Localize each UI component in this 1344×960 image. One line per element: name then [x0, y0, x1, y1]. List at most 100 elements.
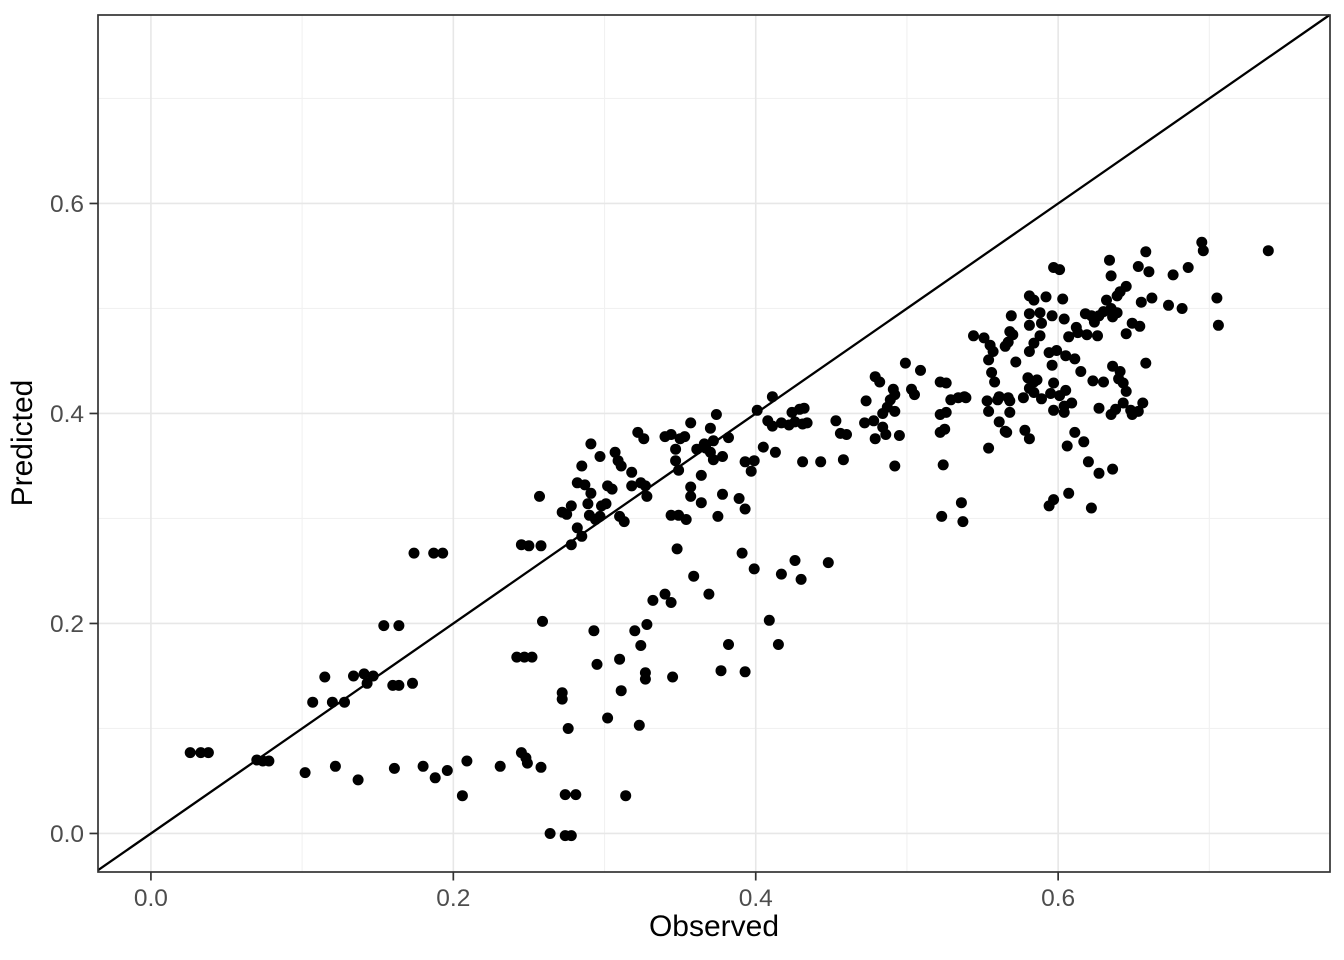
- data-point: [1114, 366, 1126, 377]
- data-point: [717, 488, 728, 500]
- data-point: [710, 409, 722, 420]
- data-point: [1104, 254, 1115, 266]
- data-point: [874, 376, 886, 388]
- data-point: [441, 765, 453, 776]
- data-point: [1132, 261, 1144, 272]
- data-point: [695, 497, 707, 509]
- data-point: [1028, 294, 1040, 306]
- data-point: [899, 357, 911, 369]
- data-point: [987, 346, 999, 357]
- data-point: [184, 747, 196, 759]
- data-point: [537, 615, 548, 627]
- data-point: [535, 761, 547, 773]
- data-point: [1140, 357, 1152, 369]
- data-point: [565, 830, 577, 842]
- data-point: [456, 790, 468, 802]
- data-point: [1066, 397, 1078, 409]
- data-point: [1034, 330, 1046, 342]
- data-point: [600, 498, 612, 510]
- data-point: [688, 570, 700, 582]
- data-point: [647, 594, 659, 606]
- data-point: [615, 685, 627, 697]
- data-point: [915, 364, 926, 376]
- data-point: [1085, 502, 1097, 514]
- data-point: [556, 687, 568, 699]
- data-point: [1087, 375, 1099, 387]
- data-point: [585, 438, 597, 450]
- data-point: [1197, 245, 1209, 257]
- data-point: [1105, 270, 1117, 282]
- data-point: [1069, 426, 1081, 438]
- data-point: [1120, 328, 1132, 340]
- data-point: [1001, 426, 1013, 438]
- data-point: [909, 389, 920, 401]
- data-point: [989, 376, 1001, 388]
- y-tick-label: 0.6: [50, 191, 84, 218]
- x-tick-label: 0.4: [739, 885, 773, 912]
- data-points: [184, 236, 1274, 842]
- data-point: [388, 762, 400, 774]
- data-point: [339, 696, 350, 708]
- data-point: [703, 588, 715, 600]
- data-point: [534, 490, 545, 502]
- data-point: [1023, 346, 1035, 357]
- data-point: [815, 456, 827, 468]
- data-point: [1048, 377, 1060, 389]
- data-point: [1111, 307, 1123, 319]
- data-point: [1051, 345, 1063, 356]
- data-point: [993, 391, 1005, 403]
- data-point: [869, 433, 881, 445]
- data-point: [1019, 424, 1031, 436]
- data-point: [1262, 245, 1274, 257]
- data-point: [361, 677, 373, 689]
- data-point: [889, 389, 901, 401]
- data-point: [968, 330, 979, 342]
- data-point: [639, 480, 651, 492]
- data-point: [535, 540, 547, 552]
- data-point: [626, 466, 638, 478]
- data-point: [615, 460, 627, 472]
- data-point: [739, 456, 751, 468]
- data-point: [1072, 327, 1084, 339]
- data-point: [1048, 494, 1060, 506]
- data-point: [670, 455, 682, 467]
- data-point: [798, 402, 810, 414]
- data-point: [1058, 313, 1070, 325]
- data-point: [408, 547, 420, 559]
- data-point: [1146, 292, 1158, 304]
- data-point: [822, 557, 834, 569]
- data-point: [1007, 329, 1019, 341]
- data-point: [1034, 307, 1046, 319]
- data-point: [704, 422, 716, 434]
- data-point: [393, 679, 405, 691]
- data-point: [978, 332, 990, 344]
- data-point: [723, 432, 734, 444]
- data-point: [940, 377, 952, 389]
- data-point: [983, 442, 995, 454]
- data-point: [841, 429, 852, 440]
- data-point: [685, 481, 697, 493]
- data-point: [1004, 395, 1016, 407]
- data-point: [638, 433, 650, 445]
- data-point: [1036, 317, 1047, 329]
- data-point: [1134, 320, 1146, 332]
- data-point: [1093, 467, 1105, 479]
- data-point: [626, 480, 638, 492]
- data-point: [1004, 406, 1016, 418]
- data-point: [1028, 387, 1040, 398]
- data-point: [1023, 433, 1035, 445]
- data-point: [559, 789, 571, 801]
- data-point: [801, 417, 813, 429]
- data-point: [986, 367, 998, 378]
- data-point: [1135, 296, 1147, 308]
- data-point: [1196, 236, 1208, 248]
- data-point: [717, 451, 728, 462]
- data-point: [685, 417, 697, 429]
- data-point: [565, 539, 577, 551]
- data-point: [1060, 350, 1072, 362]
- data-point: [766, 391, 778, 403]
- data-point: [707, 435, 719, 447]
- data-point: [1132, 405, 1144, 417]
- axis-ticks: [89, 202, 1059, 881]
- data-point: [1137, 397, 1149, 409]
